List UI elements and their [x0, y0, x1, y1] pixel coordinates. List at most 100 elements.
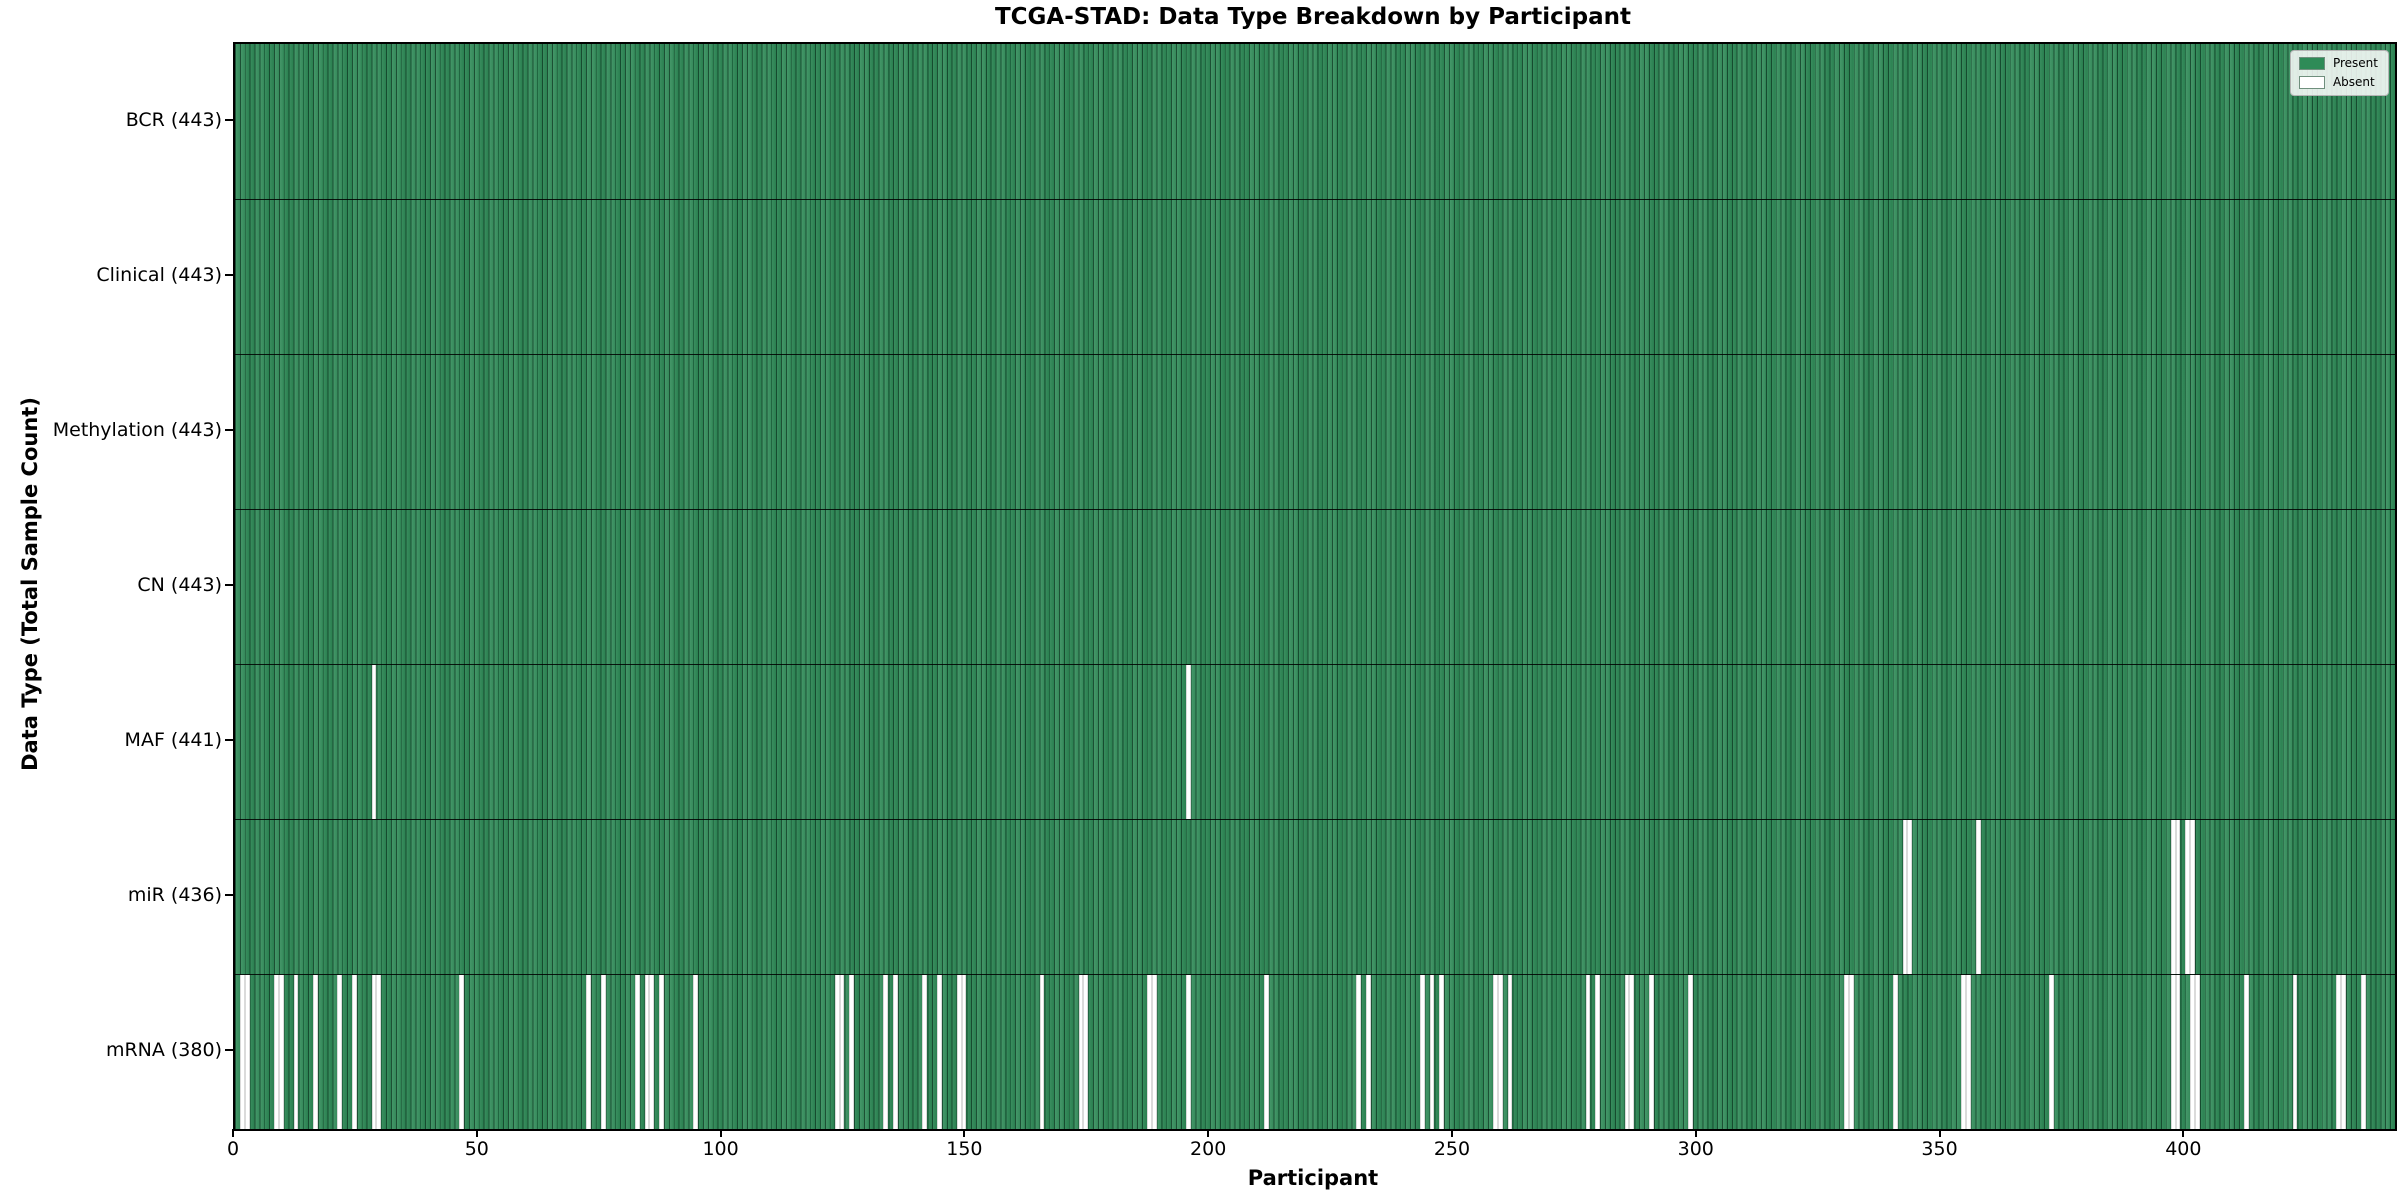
absent-cell-mrna-232: [1366, 975, 1372, 1129]
xtick-label-300: 300: [1677, 1138, 1714, 1160]
absent-cell-mrna-87: [659, 975, 665, 1129]
xtick-mark-350: [1938, 1129, 1941, 1137]
absent-cell-mrna-16: [313, 975, 318, 1129]
absent-cell-maf-195: [1185, 665, 1191, 819]
absent-cell-mrna-432: [2341, 975, 2347, 1129]
absent-cell-mrna-188: [1151, 975, 1157, 1129]
legend-label-absent: Absent: [2332, 75, 2375, 89]
absent-cell-mrna-245: [1429, 975, 1435, 1129]
absent-cell-mrna-165: [1039, 975, 1045, 1129]
absent-cell-mrna-431: [2336, 975, 2342, 1129]
absent-cell-mrna-133: [883, 975, 889, 1129]
absent-cell-maf-28: [371, 665, 377, 819]
absent-cell-mrna-247: [1439, 975, 1445, 1129]
absent-cell-mir-342: [1902, 820, 1908, 974]
absent-cell-mrna-1: [239, 975, 245, 1129]
absent-cell-mrna-355: [1965, 975, 1971, 1129]
absent-cell-mrna-2: [244, 975, 250, 1129]
absent-cell-mrna-12: [293, 975, 299, 1129]
absent-cell-mrna-29: [376, 975, 382, 1129]
absent-cell-mrna-123: [834, 975, 840, 1129]
ytick-mark-cn: [225, 583, 233, 586]
ytick-label-methylation: Methylation (443): [52, 418, 222, 441]
absent-cell-mrna-82: [634, 975, 640, 1129]
ytick-label-cn: CN (443): [137, 573, 222, 596]
row-bcr: [235, 44, 2395, 199]
xtick-mark-150: [963, 1129, 966, 1137]
ytick-mark-maf: [225, 738, 233, 741]
legend-swatch-present-icon: [2298, 57, 2325, 70]
absent-cell-mrna-173: [1078, 975, 1084, 1129]
xtick-label-150: 150: [946, 1138, 983, 1160]
chart-title: TCGA-STAD: Data Type Breakdown by Partic…: [994, 4, 1631, 30]
absent-cell-mrna-28: [371, 975, 377, 1129]
ytick-mark-bcr: [225, 118, 233, 121]
absent-cell-mir-357: [1975, 820, 1981, 974]
ytick-mark-clinical: [225, 273, 233, 276]
absent-cell-mrna-243: [1419, 975, 1425, 1129]
ytick-label-mir: miR (436): [127, 883, 222, 906]
absent-cell-mir-397: [2170, 820, 2176, 974]
absent-cell-mrna-84: [644, 975, 650, 1129]
absent-cell-mrna-331: [1848, 975, 1854, 1129]
absent-cell-mrna-174: [1083, 975, 1089, 1129]
absent-cell-mrna-398: [2175, 975, 2181, 1129]
absent-cell-mrna-286: [1629, 975, 1635, 1129]
absent-cell-mrna-340: [1892, 975, 1898, 1129]
plot-area: Present Absent: [233, 42, 2397, 1131]
xtick-mark-50: [475, 1129, 478, 1137]
absent-cell-mrna-75: [600, 975, 606, 1129]
legend-swatch-absent-icon: [2298, 76, 2325, 89]
ytick-mark-methylation: [225, 428, 233, 431]
absent-cell-mrna-298: [1688, 975, 1693, 1129]
row-mir: [235, 819, 2395, 974]
absent-cell-mrna-124: [839, 975, 845, 1129]
xtick-mark-100: [719, 1129, 722, 1137]
absent-cell-mrna-259: [1497, 975, 1503, 1129]
ytick-mark-mir: [225, 893, 233, 896]
absent-cell-mrna-24: [352, 975, 357, 1129]
xtick-label-200: 200: [1190, 1138, 1227, 1160]
absent-cell-mrna-135: [893, 975, 899, 1129]
row-mrna: [235, 974, 2395, 1129]
absent-cell-mrna-230: [1356, 975, 1362, 1129]
row-cn: [235, 509, 2395, 664]
xtick-mark-400: [2182, 1129, 2185, 1137]
absent-cell-mrna-149: [961, 975, 967, 1129]
absent-cell-mrna-372: [2048, 975, 2054, 1129]
xtick-label-400: 400: [2165, 1138, 2202, 1160]
xtick-label-50: 50: [464, 1138, 489, 1160]
absent-cell-mrna-72: [586, 975, 591, 1129]
absent-cell-mrna-195: [1185, 975, 1191, 1129]
row-methylation: [235, 354, 2395, 509]
legend-label-present: Present: [2332, 56, 2378, 70]
absent-cell-mrna-85: [649, 975, 655, 1129]
absent-cell-mrna-397: [2170, 975, 2176, 1129]
absent-cell-mrna-148: [956, 975, 962, 1129]
absent-cell-mrna-354: [1961, 975, 1966, 1129]
absent-cell-mrna-401: [2190, 975, 2196, 1129]
xtick-label-250: 250: [1433, 1138, 1471, 1160]
absent-cell-mrna-422: [2292, 975, 2298, 1129]
absent-cell-mrna-412: [2243, 975, 2249, 1129]
absent-cell-mrna-290: [1648, 975, 1654, 1129]
ytick-label-maf: MAF (441): [124, 728, 222, 751]
absent-cell-mrna-330: [1844, 975, 1849, 1129]
xtick-mark-0: [232, 1129, 234, 1137]
absent-cell-mir-343: [1907, 820, 1913, 974]
legend: Present Absent: [2289, 50, 2389, 96]
absent-cell-mrna-8: [274, 975, 279, 1129]
xtick-mark-300: [1694, 1129, 1697, 1137]
row-clinical: [235, 199, 2395, 354]
xtick-mark-250: [1450, 1129, 1453, 1137]
legend-item-present: Present: [2298, 56, 2378, 70]
legend-item-absent: Absent: [2298, 75, 2378, 89]
absent-cell-mrna-261: [1507, 975, 1513, 1129]
absent-cell-mrna-187: [1146, 975, 1152, 1129]
absent-cell-mir-400: [2185, 820, 2191, 974]
ytick-label-mrna: mRNA (380): [105, 1038, 222, 1061]
absent-cell-mrna-144: [937, 975, 942, 1129]
absent-cell-mrna-126: [849, 975, 855, 1129]
xtick-label-100: 100: [702, 1138, 739, 1160]
